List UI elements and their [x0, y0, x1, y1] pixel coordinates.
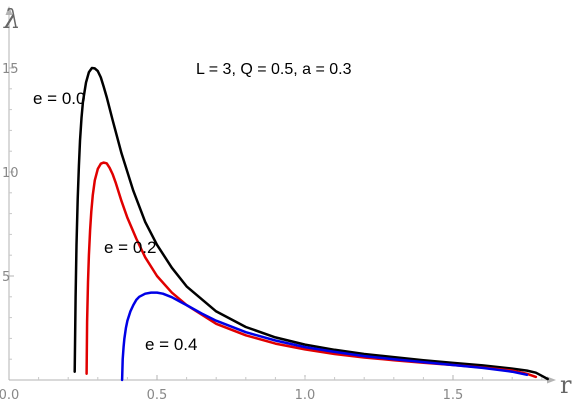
- series-line-0: [73, 66, 549, 381]
- y-tick-label: 5: [2, 270, 10, 285]
- ticks: 0.0 0.5 1.0 1.5 5 10 15: [0, 62, 543, 403]
- y-axis-title: λ: [3, 5, 20, 35]
- series-label-0: e = 0.0: [33, 89, 85, 108]
- curves: e = 0.0 e = 0.2 e = 0.4: [33, 66, 549, 382]
- x-tick-label: 0.0: [0, 388, 19, 403]
- series-line-2: [120, 291, 529, 382]
- axes: [5, 6, 556, 384]
- x-axis-arrow: [547, 376, 556, 384]
- x-tick-label: 0.5: [147, 388, 168, 403]
- y-tick-label: 10: [2, 166, 19, 181]
- y-axis-arrow: [5, 6, 13, 15]
- series-label-1: e = 0.2: [104, 238, 156, 257]
- x-tick-label: 1.5: [443, 388, 464, 403]
- labels: λ r L = 3, Q = 0.5, a = 0.3: [3, 5, 572, 399]
- series-label-2: e = 0.4: [145, 335, 197, 354]
- x-tick-label: 1.0: [295, 388, 316, 403]
- y-tick-label: 15: [2, 62, 19, 77]
- parameter-annotation: L = 3, Q = 0.5, a = 0.3: [196, 61, 352, 78]
- x-axis-title: r: [560, 371, 572, 399]
